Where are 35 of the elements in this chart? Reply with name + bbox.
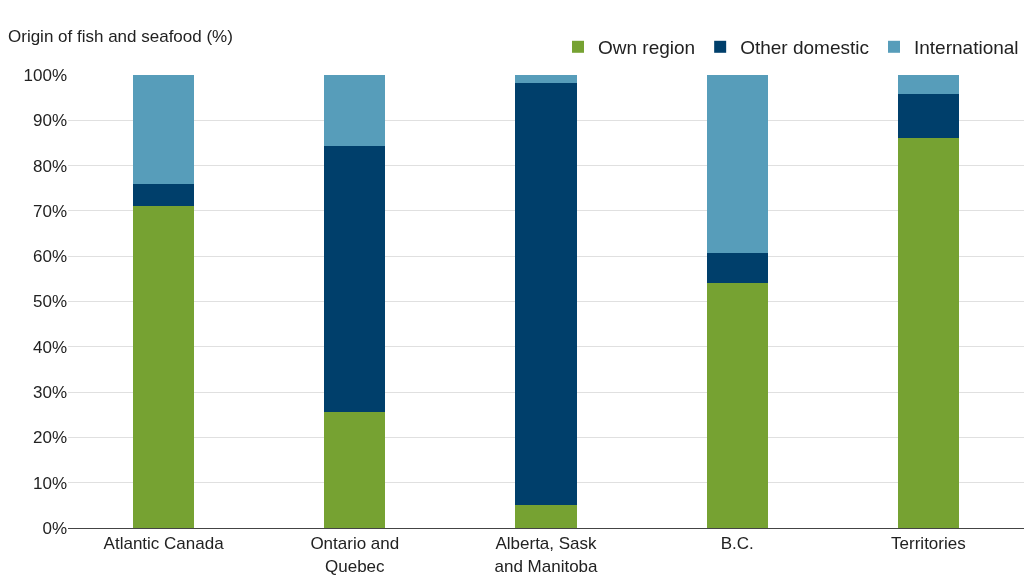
x-tick-label: Ontario and Quebec bbox=[310, 534, 400, 576]
x-tick-label: Atlantic Canada bbox=[103, 534, 225, 554]
y-tick-label: 20% bbox=[32, 428, 67, 448]
y-tick-label: 50% bbox=[32, 292, 67, 312]
bar bbox=[133, 183, 195, 207]
bar bbox=[515, 83, 577, 506]
bar bbox=[515, 505, 577, 528]
bar bbox=[897, 94, 959, 139]
bar bbox=[324, 146, 386, 413]
y-tick-label: 10% bbox=[32, 473, 67, 493]
bar bbox=[324, 412, 386, 528]
legend-label: Other domestic bbox=[740, 37, 869, 59]
y-tick-label: 60% bbox=[32, 247, 67, 267]
bar bbox=[706, 252, 768, 283]
y-tick-label: 70% bbox=[32, 201, 67, 221]
y-tick-label: 40% bbox=[32, 337, 67, 357]
x-tick-label: B.C. bbox=[720, 534, 754, 554]
legend-label: Own region bbox=[598, 37, 696, 59]
x-tick-label: Alberta, Sask and Manitoba bbox=[494, 534, 599, 576]
bar bbox=[515, 75, 577, 84]
bar bbox=[133, 206, 195, 528]
bar bbox=[706, 75, 768, 253]
bar bbox=[706, 282, 768, 528]
legend-label: International bbox=[914, 37, 1019, 59]
bar bbox=[324, 75, 386, 147]
y-tick-label: 80% bbox=[32, 156, 67, 176]
y-tick-label: 0% bbox=[42, 518, 67, 538]
bar bbox=[897, 138, 959, 528]
x-tick-label: Territories bbox=[891, 534, 966, 554]
bar bbox=[133, 75, 195, 184]
y-tick-label: 30% bbox=[32, 383, 67, 403]
y-tick-label: 100% bbox=[23, 65, 67, 85]
bar bbox=[897, 75, 959, 95]
y-tick-label: 90% bbox=[32, 111, 67, 131]
y-axis-title: Origin of fish and seafood (%) bbox=[8, 27, 233, 46]
